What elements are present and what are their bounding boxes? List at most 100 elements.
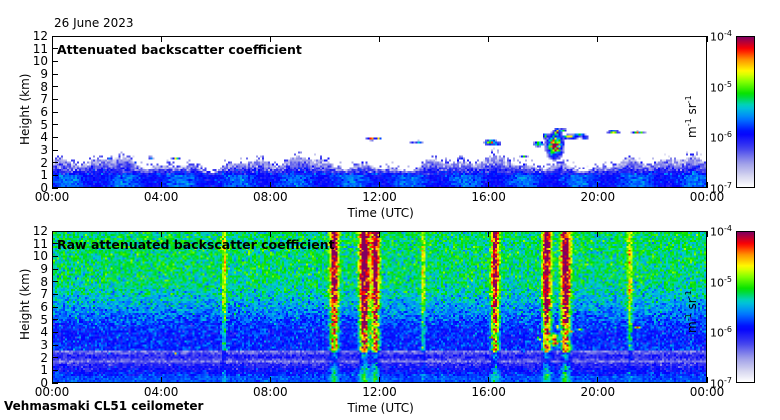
panel-raw-attenuated-backscatter: Raw attenuated backscatter coefficient — [52, 231, 707, 383]
x-tick-mark — [51, 377, 53, 383]
x-tick-label: 16:00 — [471, 190, 506, 204]
x-tick-label: 20:00 — [580, 190, 616, 204]
y-tick-mark — [52, 306, 58, 308]
y-tick-label: 5 — [40, 117, 48, 132]
x-tick-mark — [488, 377, 490, 383]
colorbar-attenuated-backscatter — [736, 36, 755, 188]
x-tick-label: 00:00 — [689, 385, 725, 399]
y-tick-mark — [52, 243, 58, 245]
y-tick-label: 3 — [40, 143, 48, 157]
y-tick-label: 8 — [40, 79, 48, 94]
y-tick-label: 0 — [40, 376, 48, 390]
plot-area-raw-attenuated-backscatter[interactable] — [52, 231, 707, 383]
y-tick-mark — [52, 149, 58, 151]
x-tick-label: 08:00 — [253, 385, 288, 399]
x-tick-label: 08:00 — [253, 190, 288, 204]
y-tick-mark — [52, 174, 58, 176]
colorbar-tick-label: 10-4 — [710, 29, 732, 44]
x-tick-mark-top — [160, 36, 162, 42]
colorbar-gradient — [737, 232, 754, 382]
colorbar-gradient — [737, 37, 754, 187]
x-tick-label: 16:00 — [471, 385, 506, 399]
colorbar-unit-label: m-1 sr-1 — [684, 95, 699, 138]
y-tick-label: 5 — [40, 312, 48, 327]
x-axis-label: Time (UTC) — [347, 401, 414, 415]
y-tick-mark — [52, 162, 58, 164]
y-tick-label: 12 — [32, 29, 48, 43]
y-tick-mark — [52, 281, 58, 283]
y-tick-label: 3 — [40, 338, 48, 352]
site-caption: Vehmasmaki CL51 ceilometer — [4, 399, 204, 413]
y-axis-label: Height (km) — [18, 268, 32, 340]
y-tick-label: 9 — [40, 262, 48, 276]
y-tick-mark — [52, 268, 58, 270]
y-tick-mark — [52, 331, 58, 333]
x-tick-mark — [51, 182, 53, 188]
colorbar-tick-label: 10-6 — [710, 130, 732, 145]
y-tick-mark — [52, 35, 58, 37]
x-tick-label: 12:00 — [362, 190, 397, 204]
plot-area-attenuated-backscatter[interactable] — [52, 36, 707, 188]
y-tick-mark — [52, 98, 58, 100]
x-tick-mark — [269, 377, 271, 383]
x-tick-mark-top — [488, 231, 490, 237]
y-tick-label: 7 — [40, 92, 48, 107]
y-axis-label: Height (km) — [18, 73, 32, 145]
y-tick-mark — [52, 255, 58, 257]
y-tick-label: 12 — [32, 224, 48, 238]
x-tick-label: 04:00 — [143, 385, 179, 399]
y-tick-mark — [52, 344, 58, 346]
panel-attenuated-backscatter: Attenuated backscatter coefficient — [52, 36, 707, 188]
colorbar-unit-label: m-1 sr-1 — [684, 290, 699, 333]
x-tick-mark-top — [488, 36, 490, 42]
x-tick-mark — [597, 377, 599, 383]
x-tick-label: 20:00 — [580, 385, 616, 399]
x-tick-mark-top — [706, 231, 708, 237]
x-tick-mark-top — [706, 36, 708, 42]
y-tick-mark — [52, 73, 58, 75]
x-tick-mark — [597, 182, 599, 188]
y-tick-mark — [52, 48, 58, 50]
y-tick-mark — [52, 86, 58, 88]
y-tick-label: 11 — [32, 236, 48, 251]
colorbar-tick-label: 10-7 — [710, 376, 732, 391]
y-tick-label: 0 — [40, 181, 48, 195]
colorbar-tick-label: 10-7 — [710, 181, 732, 196]
colorbar-tick-label: 10-5 — [710, 79, 732, 95]
y-tick-mark — [52, 111, 58, 113]
y-tick-label: 2 — [40, 350, 48, 365]
x-tick-label: 00:00 — [34, 190, 70, 204]
y-tick-mark — [52, 357, 58, 359]
x-tick-mark — [379, 377, 380, 383]
y-tick-label: 4 — [40, 130, 48, 145]
y-tick-mark — [52, 136, 58, 138]
x-tick-mark-top — [51, 36, 53, 42]
y-tick-mark — [52, 187, 58, 189]
y-tick-mark — [52, 382, 58, 384]
colorbar-raw-attenuated-backscatter — [736, 231, 755, 383]
colorbar-tick-label: 10-6 — [710, 325, 732, 340]
x-tick-label: 04:00 — [143, 190, 179, 204]
y-tick-label: 1 — [40, 363, 48, 378]
y-tick-mark — [52, 319, 58, 321]
colorbar-tick-label: 10-5 — [710, 274, 732, 290]
y-tick-label: 6 — [40, 105, 48, 119]
colorbar-tick-label: 10-4 — [710, 224, 732, 239]
x-tick-mark-top — [597, 231, 599, 237]
y-tick-mark — [52, 124, 58, 126]
x-tick-mark — [706, 182, 708, 188]
y-tick-label: 1 — [40, 168, 48, 183]
y-tick-label: 10 — [32, 54, 48, 69]
x-tick-label: 00:00 — [689, 190, 725, 204]
y-tick-mark — [52, 230, 58, 232]
x-tick-mark-top — [597, 36, 599, 42]
date-label: 26 June 2023 — [54, 16, 134, 30]
y-tick-label: 9 — [40, 67, 48, 81]
x-tick-mark-top — [51, 231, 53, 237]
x-tick-mark — [269, 182, 271, 188]
x-tick-mark — [488, 182, 490, 188]
x-tick-label: 00:00 — [34, 385, 70, 399]
y-tick-label: 8 — [40, 274, 48, 289]
y-tick-label: 4 — [40, 325, 48, 340]
